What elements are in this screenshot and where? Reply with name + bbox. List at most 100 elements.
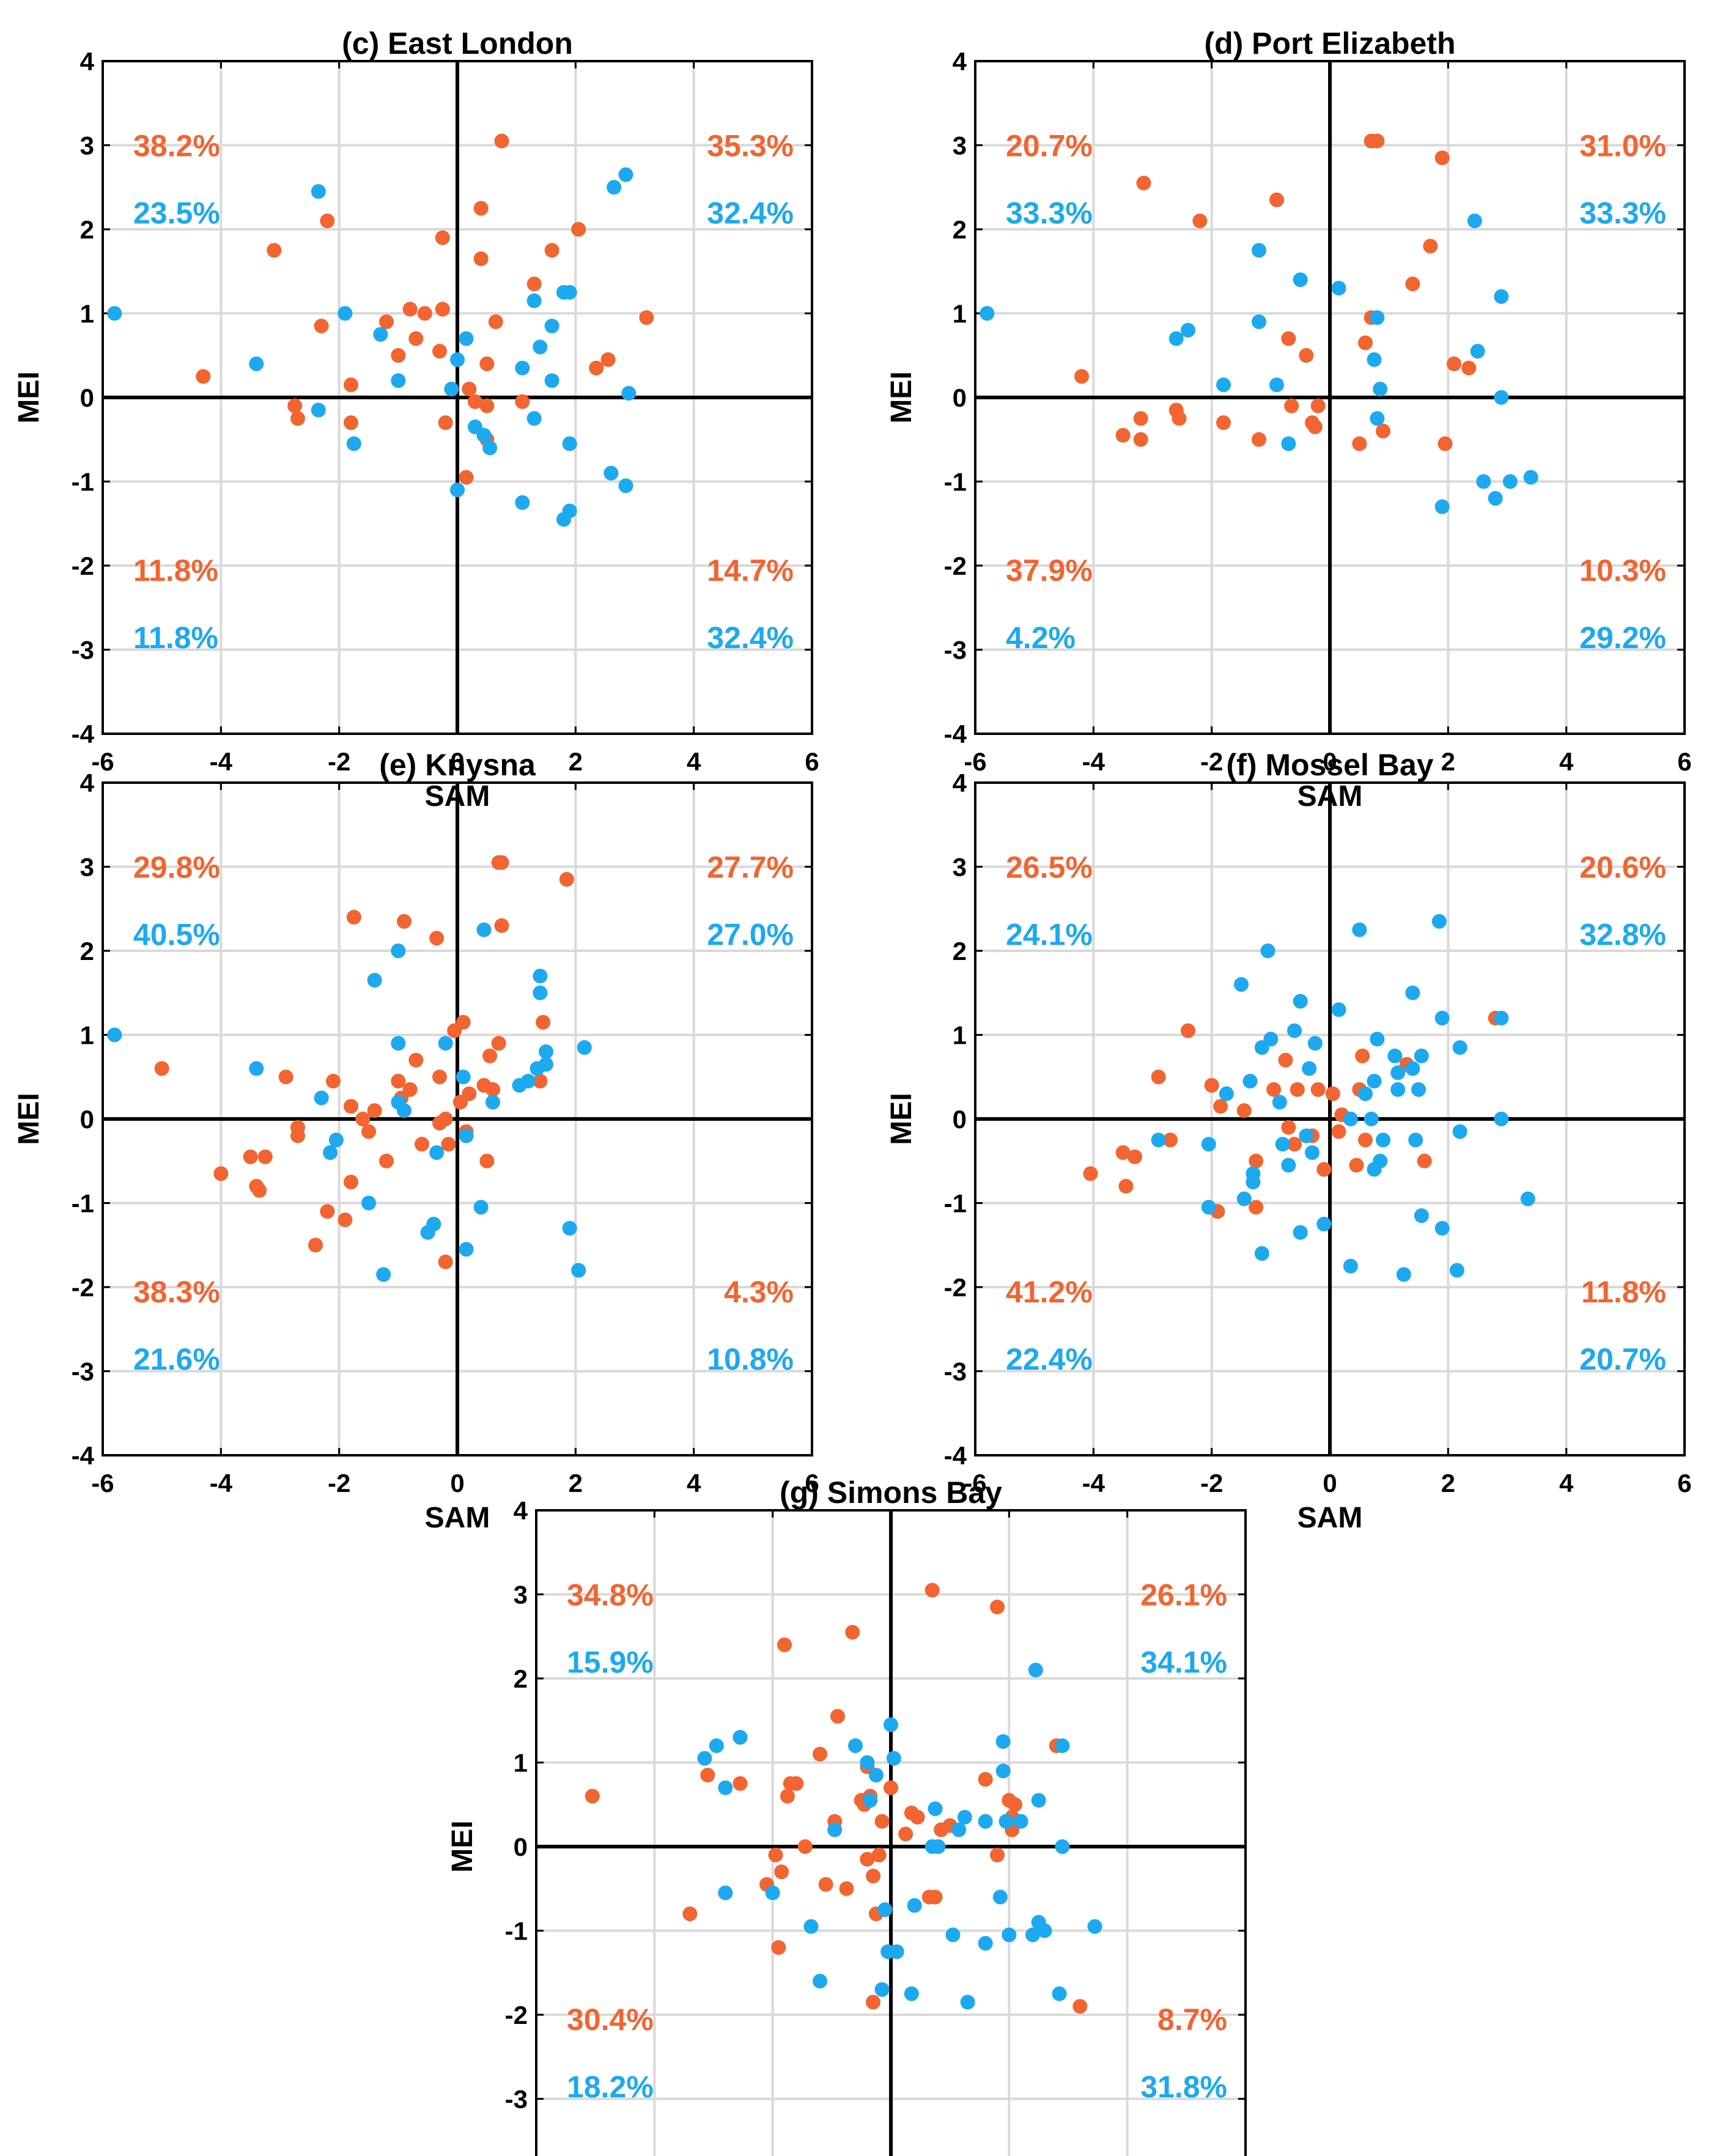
data-point-orange xyxy=(479,356,495,371)
data-point-blue xyxy=(391,373,406,388)
data-point-orange xyxy=(379,314,394,330)
data-point-blue xyxy=(1316,1216,1332,1231)
quadrant-percent-orange-bottom-left: 41.2% xyxy=(1006,1275,1093,1309)
data-point-blue xyxy=(1305,1145,1320,1160)
data-point-blue xyxy=(1414,1048,1429,1063)
data-point-orange xyxy=(1074,369,1089,384)
data-point-orange xyxy=(536,1014,551,1030)
y-axis-label: MEI xyxy=(13,1093,45,1145)
x-tick-label: -4 xyxy=(1082,1469,1105,1497)
data-point-blue xyxy=(1260,943,1275,958)
data-point-blue xyxy=(813,1974,827,1988)
data-point-blue xyxy=(848,1738,863,1753)
data-point-orange xyxy=(1249,1200,1264,1215)
data-point-orange xyxy=(515,394,530,409)
data-point-orange xyxy=(585,1789,600,1804)
quadrant-percent-blue-bottom-right: 29.2% xyxy=(1579,621,1666,655)
data-point-blue xyxy=(827,1822,843,1837)
data-point-blue xyxy=(1234,977,1249,992)
data-point-orange xyxy=(559,872,574,887)
data-point-orange xyxy=(1151,1069,1166,1085)
quadrant-percent-orange-top-left: 20.7% xyxy=(1006,129,1093,163)
data-point-orange xyxy=(1287,1137,1302,1152)
data-point-orange xyxy=(257,1149,273,1164)
data-point-blue xyxy=(1494,1112,1509,1126)
y-tick-label: -4 xyxy=(72,1441,95,1470)
data-point-blue xyxy=(1331,1002,1346,1017)
data-point-orange xyxy=(1192,213,1208,229)
data-point-blue xyxy=(1352,922,1367,937)
data-point-orange xyxy=(733,1776,748,1791)
data-point-blue xyxy=(863,1793,878,1808)
data-point-blue xyxy=(1364,1112,1379,1126)
data-point-blue xyxy=(1275,1137,1290,1152)
quadrant-percent-orange-top-left: 34.8% xyxy=(567,1578,654,1612)
data-point-blue xyxy=(314,1090,329,1106)
data-point-orange xyxy=(1370,133,1385,149)
y-tick-label: 2 xyxy=(953,215,967,244)
data-point-orange xyxy=(1310,398,1326,413)
data-point-blue xyxy=(604,465,619,481)
quadrant-percent-blue-top-right: 27.0% xyxy=(707,918,794,952)
data-point-blue xyxy=(868,1768,884,1783)
data-point-orange xyxy=(1316,1162,1332,1177)
data-point-orange xyxy=(402,301,418,317)
data-point-orange xyxy=(1115,427,1131,443)
quadrant-percent-blue-bottom-right: 20.7% xyxy=(1579,1342,1666,1376)
data-point-blue xyxy=(884,1717,898,1732)
data-point-orange xyxy=(1355,1048,1370,1063)
data-point-blue xyxy=(450,352,465,367)
data-point-blue xyxy=(533,339,548,355)
quadrant-percent-blue-top-right: 32.4% xyxy=(707,196,794,231)
data-point-orange xyxy=(290,1128,305,1143)
data-point-blue xyxy=(367,973,382,988)
y-tick-label: 3 xyxy=(514,1581,528,1609)
quadrant-percent-orange-top-left: 29.8% xyxy=(133,851,220,885)
data-point-blue xyxy=(1434,1220,1450,1236)
y-tick-label: 3 xyxy=(80,131,94,160)
data-point-blue xyxy=(992,1889,1008,1905)
quadrant-percent-orange-top-right: 26.1% xyxy=(1140,1578,1227,1612)
data-point-blue xyxy=(1025,1927,1040,1943)
data-point-blue xyxy=(1396,1267,1411,1282)
data-point-blue xyxy=(450,482,465,498)
y-tick-label: -4 xyxy=(72,720,95,748)
data-point-blue xyxy=(1476,474,1491,489)
x-tick-label: -2 xyxy=(1200,747,1223,776)
chart-title: (f) Mossel Bay xyxy=(1227,748,1434,782)
quadrant-percent-orange-top-left: 38.2% xyxy=(133,129,220,163)
data-point-orange xyxy=(839,1881,854,1896)
data-point-blue xyxy=(907,1898,922,1913)
data-point-blue xyxy=(1452,1040,1467,1055)
quadrant-percent-orange-bottom-left: 37.9% xyxy=(1006,553,1093,588)
y-tick-label: 0 xyxy=(514,1833,528,1861)
data-point-orange xyxy=(391,1074,406,1089)
data-point-blue xyxy=(1370,1032,1385,1047)
data-point-orange xyxy=(438,1254,453,1269)
x-tick-label: 2 xyxy=(1441,1469,1455,1497)
chart-title: (d) Port Elizabeth xyxy=(1204,26,1455,61)
data-point-orange xyxy=(589,360,604,375)
data-point-orange xyxy=(1213,1099,1228,1114)
data-point-orange xyxy=(1310,1082,1326,1097)
x-tick-label: 2 xyxy=(569,747,583,776)
data-point-orange xyxy=(639,310,654,325)
data-point-blue xyxy=(951,1822,967,1837)
data-point-orange xyxy=(1417,1153,1432,1168)
data-point-orange xyxy=(432,1069,447,1085)
x-tick-label: -6 xyxy=(964,747,986,776)
y-tick-label: 4 xyxy=(514,1496,528,1525)
data-point-orange xyxy=(1405,276,1420,292)
data-point-blue xyxy=(1434,499,1450,514)
data-point-blue xyxy=(459,1242,474,1257)
data-point-blue xyxy=(429,1145,445,1160)
data-point-blue xyxy=(904,1986,919,2001)
x-tick-label: -2 xyxy=(328,1469,350,1497)
quadrant-percent-blue-bottom-right: 32.4% xyxy=(707,621,794,655)
x-tick-label: 6 xyxy=(805,747,819,776)
data-point-orange xyxy=(845,1625,860,1640)
data-point-orange xyxy=(1438,436,1453,451)
data-point-orange xyxy=(438,1112,453,1126)
data-point-orange xyxy=(1252,432,1266,447)
